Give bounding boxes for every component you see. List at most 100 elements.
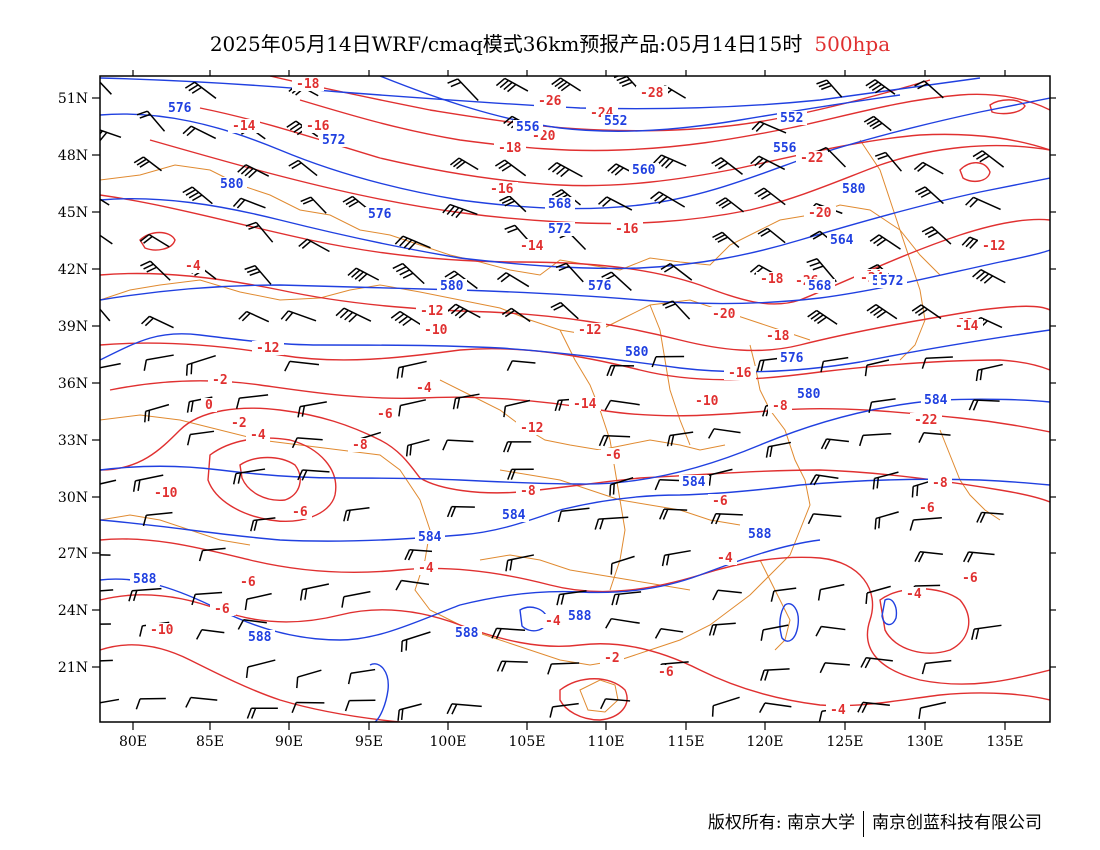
height-label: 576 [588, 279, 612, 294]
wind-barb [976, 511, 1004, 523]
wind-barb [594, 516, 629, 530]
wind-barb [347, 668, 376, 685]
temperature-label: -6 [962, 571, 978, 586]
height-label: 568 [808, 279, 832, 294]
wind-barb [654, 628, 684, 639]
temperature-label: -4 [830, 703, 846, 718]
wind-barb [914, 551, 943, 563]
wind-barb [605, 617, 640, 629]
wind-barb [708, 428, 741, 439]
wind-barb [198, 547, 226, 562]
temp-label-bg [713, 551, 737, 565]
wind-barb [499, 195, 527, 213]
lat-label: 24N [58, 603, 88, 619]
height-label: 588 [748, 527, 772, 542]
temp-label-bg [951, 319, 983, 333]
wind-barb [185, 696, 218, 708]
temperature-label: -4 [250, 428, 266, 443]
height-label: 584 [418, 530, 442, 545]
wind-barb [100, 198, 110, 206]
wind-barb [446, 303, 481, 319]
wind-barb [100, 554, 111, 556]
temperature-label: -18 [760, 272, 784, 287]
wind-barb [442, 439, 474, 451]
temperature-label: -4 [545, 614, 561, 629]
height-line [100, 77, 981, 110]
wind-barb [865, 585, 891, 605]
temperature-label: -4 [185, 259, 201, 274]
temp-label-bg [756, 272, 788, 286]
wind-barb [344, 699, 376, 712]
wind-barb [503, 441, 532, 453]
height-contours [100, 76, 1050, 722]
wind-barb [100, 623, 111, 625]
wind-barb [299, 583, 330, 601]
height-label-bg [437, 279, 467, 293]
wind-barb [611, 591, 642, 606]
temp-label-bg [768, 399, 792, 413]
height-line [100, 329, 1050, 373]
temp-label-bg [416, 304, 448, 318]
height-label: 564 [830, 233, 854, 248]
wind-barb [244, 592, 272, 611]
wind-barb [341, 590, 371, 608]
height-label-bg [245, 630, 275, 644]
wind-barb [139, 233, 170, 248]
border-line [939, 429, 1001, 521]
temp-label-bg [534, 94, 566, 108]
wind-barb [660, 262, 693, 281]
temp-label-bg [252, 341, 284, 355]
temperature-label: -12 [578, 323, 601, 338]
wind-barb [142, 511, 173, 527]
temperature-label: -12 [420, 304, 443, 319]
lon-label: 90E [275, 734, 303, 750]
temp-label-bg [691, 394, 723, 408]
temperature-contours [100, 76, 1050, 722]
wind-barb [555, 262, 584, 283]
wind-barb [343, 507, 370, 522]
wind-barb [235, 394, 269, 409]
wind-barb [817, 583, 845, 601]
wind-barb [975, 363, 1003, 382]
lat-label: 51N [58, 91, 88, 107]
wind-barb [750, 155, 786, 171]
height-label-bg [777, 111, 807, 125]
wind-barb [185, 354, 216, 376]
temperature-label: -2 [212, 373, 228, 388]
wind-barb [100, 308, 111, 322]
lon-label: 115E [668, 734, 705, 750]
wind-barb [291, 701, 325, 714]
height-label: 588 [133, 572, 157, 587]
height-label-bg [745, 527, 775, 541]
isotherm-line [299, 93, 1050, 152]
temperature-label: -16 [306, 119, 330, 134]
temperature-label: -4 [717, 551, 733, 566]
height-label: 584 [924, 393, 948, 408]
footer: 版权所有: 南京大学 南京创蓝科技有限公司 [708, 808, 1042, 837]
temperature-label: -14 [955, 319, 979, 334]
wind-barb [245, 659, 276, 679]
temp-label-bg [414, 561, 438, 575]
wind-barb [286, 120, 319, 138]
wind-barb [392, 262, 425, 285]
height-label-bg [839, 182, 869, 196]
latitude-axis: 51N 48N 45N 42N 39N 36N 33N 30N 27N 24N 21N [58, 91, 1056, 676]
temp-label-bg [724, 366, 756, 380]
wind-barb [653, 154, 687, 169]
wind-barb [186, 430, 215, 446]
temp-label-bg [348, 438, 372, 452]
temperature-label: -8 [520, 484, 536, 499]
wind-barb [128, 587, 162, 602]
height-label: 580 [842, 182, 866, 197]
temp-label-bg [150, 486, 182, 500]
lat-label: 30N [58, 490, 88, 506]
height-label: 580 [220, 177, 244, 192]
height-label-bg [217, 177, 247, 191]
temperature-label: -8 [932, 476, 948, 491]
wind-barb [495, 77, 529, 93]
temperature-label: -14 [232, 119, 256, 134]
wind-barb [335, 307, 372, 323]
wind-barb [757, 227, 786, 244]
temperature-label: -12 [520, 421, 543, 436]
wind-barb [874, 151, 903, 172]
